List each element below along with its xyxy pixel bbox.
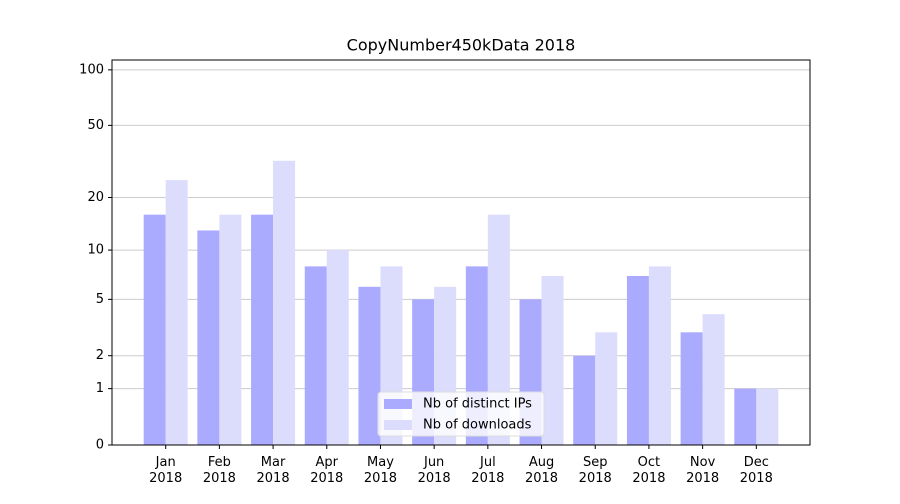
bar [326, 250, 349, 445]
x-tick-label: Dec 2018 [740, 455, 773, 486]
bar [541, 275, 564, 445]
y-tick-label: 50 [87, 118, 104, 133]
bar [680, 332, 703, 445]
y-tick-label: 1 [96, 381, 104, 396]
bar [304, 266, 327, 445]
bar [358, 286, 381, 445]
legend-label: Nb of distinct IPs [423, 397, 532, 412]
bar [197, 230, 220, 445]
legend-box [377, 391, 545, 437]
bar [251, 214, 274, 445]
x-tick-label: Apr 2018 [310, 455, 343, 486]
legend-swatch [384, 399, 412, 409]
plot-frame [111, 59, 811, 446]
bar [143, 214, 166, 445]
x-tick-label: May 2018 [364, 455, 397, 486]
x-tick-label: Nov 2018 [686, 455, 719, 486]
x-tick-label: Jun 2018 [418, 455, 451, 486]
bar [487, 214, 510, 445]
bar [573, 355, 596, 445]
chart-title: CopyNumber450kData 2018 [347, 36, 576, 55]
bar [219, 214, 242, 445]
x-tick-label: Feb 2018 [203, 455, 236, 486]
legend-swatch [384, 420, 412, 430]
y-tick-label: 2 [96, 348, 104, 363]
legend-label: Nb of downloads [423, 418, 532, 433]
y-tick-label: 0 [96, 438, 104, 453]
x-tick-label: Jul 2018 [471, 455, 504, 486]
bar [165, 180, 188, 445]
x-tick-label: Jan 2018 [149, 455, 182, 486]
y-tick-label: 10 [87, 243, 104, 258]
bar [702, 314, 725, 445]
bar [626, 275, 649, 445]
bar [595, 332, 618, 445]
x-tick-label: Oct 2018 [632, 455, 665, 486]
bar [756, 388, 779, 445]
y-tick-label: 20 [87, 190, 104, 205]
bar [648, 266, 671, 445]
x-tick-label: Mar 2018 [257, 455, 290, 486]
y-tick-label: 5 [96, 292, 104, 307]
x-tick-label: Sep 2018 [579, 455, 612, 486]
bar [734, 388, 757, 445]
bar [273, 160, 296, 445]
x-tick-label: Aug 2018 [525, 455, 558, 486]
y-tick-label: 100 [79, 62, 104, 77]
